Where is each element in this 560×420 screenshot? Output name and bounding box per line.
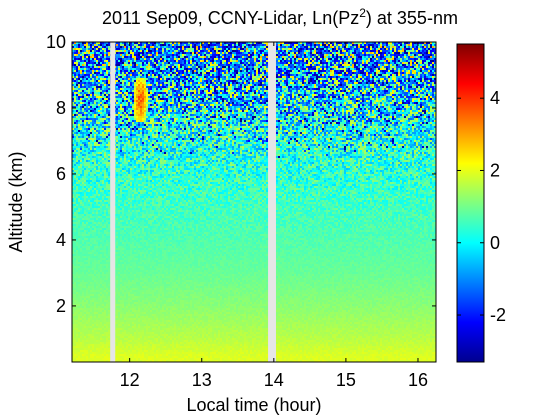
heatmap-plot-area <box>72 42 436 362</box>
